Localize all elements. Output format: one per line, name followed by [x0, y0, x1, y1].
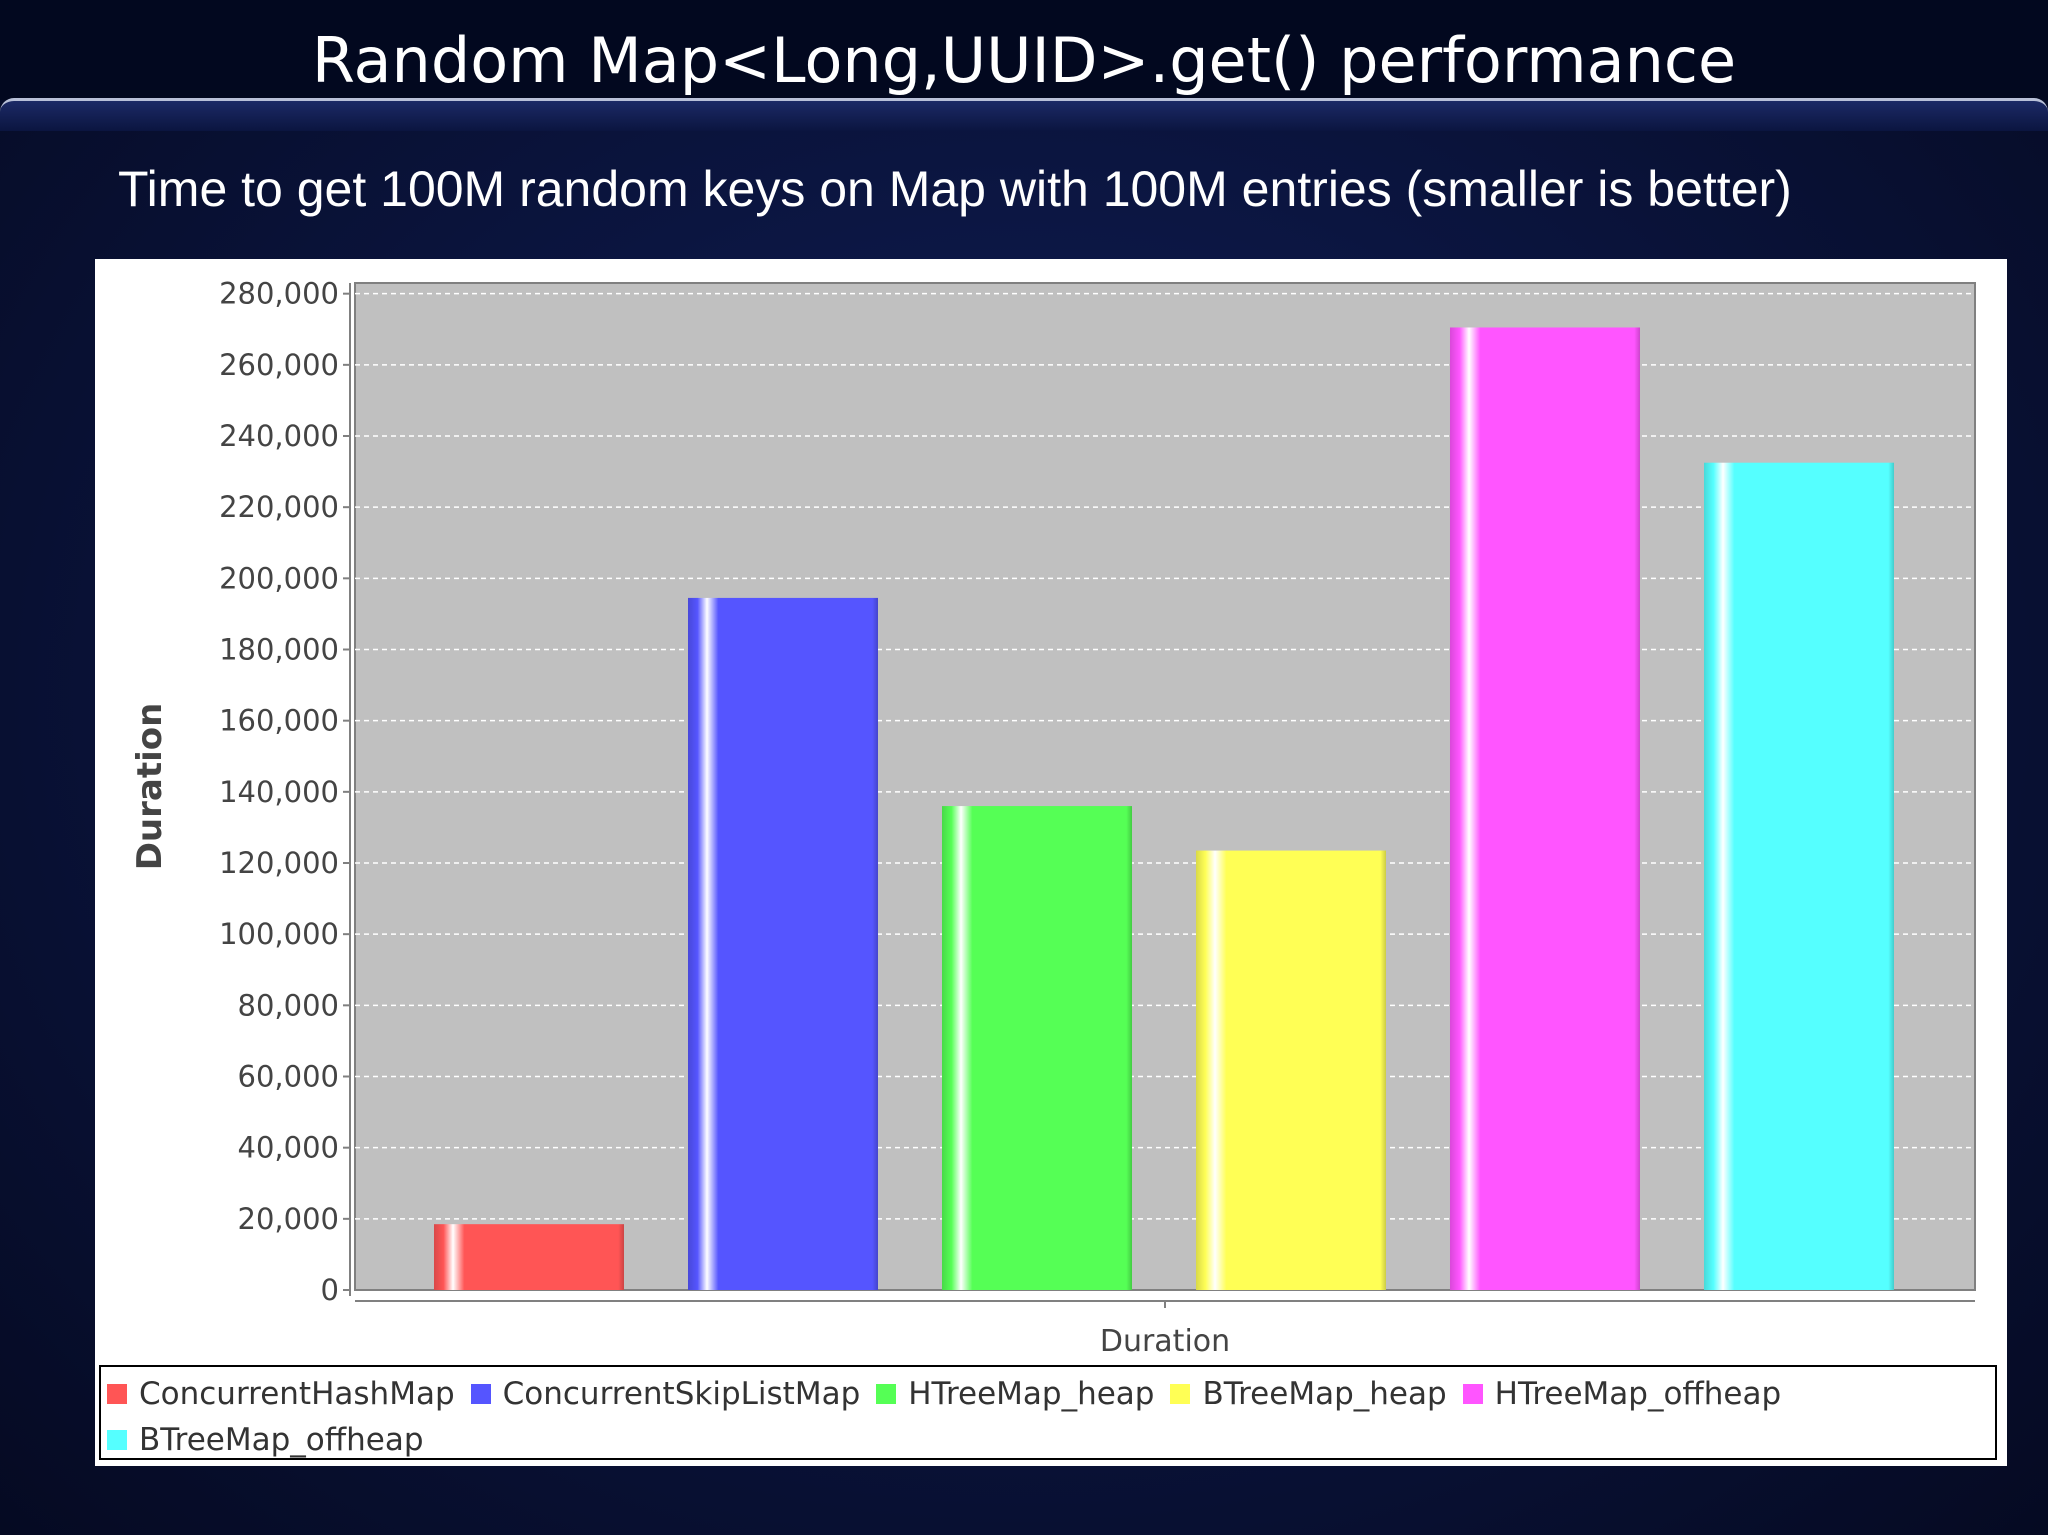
legend-label: BTreeMap_offheap: [139, 1422, 424, 1458]
bar-btreemap-offheap: [1704, 462, 1894, 1290]
legend-item: HTreeMap_heap: [876, 1371, 1154, 1417]
slide-subtitle: Time to get 100M random keys on Map with…: [118, 161, 1792, 217]
y-tick-label: 100,000: [219, 917, 339, 951]
legend-swatch: [470, 1384, 491, 1404]
y-tick-label: 80,000: [238, 988, 339, 1022]
x-axis-label: Duration: [1100, 1324, 1230, 1359]
y-tick-label: 160,000: [219, 704, 339, 738]
y-tick-label: 140,000: [219, 775, 339, 809]
axes: 0 20,000 40,000 60,000 80,000 100,000 120,000 1…: [130, 277, 1975, 1359]
slide-title: Random Map<Long,UUID>.get() performance: [0, 0, 2048, 100]
legend-label: ConcurrentHashMap: [139, 1376, 455, 1412]
chart-panel: 0 20,000 40,000 60,000 80,000 100,000 120,000 1…: [95, 259, 2007, 1466]
legend-swatch: [1462, 1384, 1483, 1404]
y-tick-label: 40,000: [238, 1131, 339, 1165]
bar-concurrenthashmap: [434, 1224, 624, 1290]
y-tick-label: 120,000: [219, 846, 339, 880]
legend-swatch: [1170, 1384, 1191, 1404]
y-tick-label: 240,000: [219, 419, 339, 453]
bar-btreemap-heap: [1196, 850, 1386, 1290]
legend-item: BTreeMap_heap: [1170, 1371, 1447, 1417]
y-tick-label: 260,000: [219, 348, 339, 382]
legend-label: BTreeMap_heap: [1202, 1376, 1447, 1412]
y-tick-label: 280,000: [219, 277, 339, 311]
legend-item: ConcurrentHashMap: [107, 1371, 455, 1417]
legend-item: BTreeMap_offheap: [107, 1417, 424, 1463]
legend-swatch: [876, 1384, 897, 1404]
legend-item: HTreeMap_offheap: [1462, 1371, 1782, 1417]
legend-item: ConcurrentSkipListMap: [470, 1371, 861, 1417]
legend-swatch: [107, 1384, 127, 1404]
bars: [434, 327, 1894, 1291]
y-tick-label: 0: [321, 1273, 339, 1307]
bar-htreemap-offheap: [1450, 327, 1640, 1291]
title-band: [0, 98, 2048, 131]
legend-label: HTreeMap_offheap: [1494, 1376, 1782, 1412]
bar-concurrentskiplistmap: [688, 597, 878, 1290]
y-tick-label: 20,000: [238, 1202, 339, 1236]
bar-chart: 0 20,000 40,000 60,000 80,000 100,000 120,000 1…: [130, 277, 1976, 1359]
y-tick-label: 220,000: [219, 490, 339, 524]
y-tick-label: 180,000: [219, 633, 339, 667]
y-axis-label: Duration: [130, 703, 170, 871]
y-tick-label: 60,000: [238, 1060, 339, 1094]
bar-htreemap-heap: [942, 806, 1132, 1290]
y-tick-label: 200,000: [219, 561, 339, 595]
legend-swatch: [107, 1430, 127, 1450]
legend: ConcurrentHashMap ConcurrentSkipListMap HT…: [99, 1365, 1997, 1460]
legend-label: ConcurrentSkipListMap: [502, 1376, 861, 1412]
legend-label: HTreeMap_heap: [908, 1376, 1155, 1412]
